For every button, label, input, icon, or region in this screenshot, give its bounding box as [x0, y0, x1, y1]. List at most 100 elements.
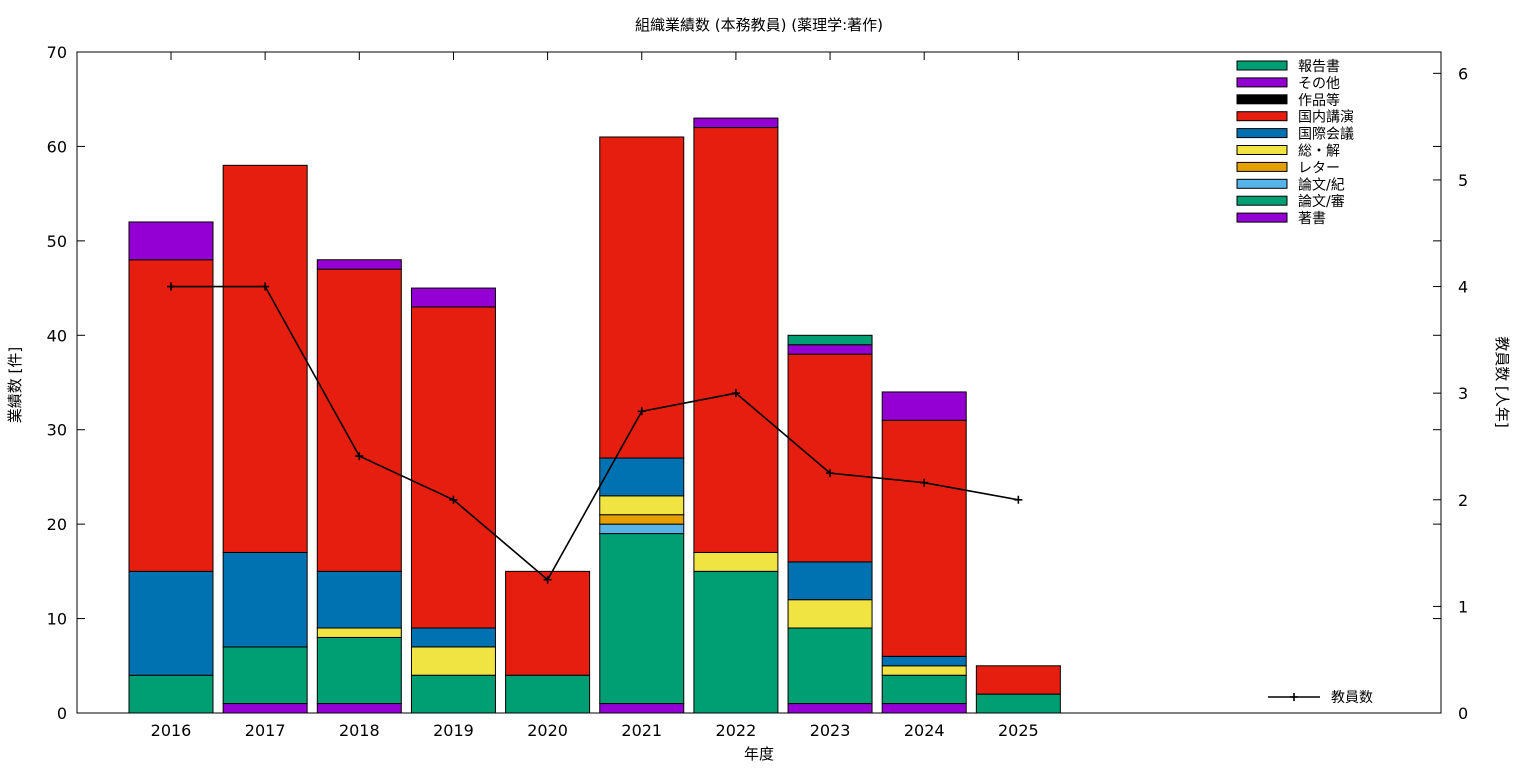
legend-label: 国際会議 — [1298, 126, 1354, 143]
legend-label: その他 — [1298, 76, 1340, 92]
y-tick-label: 50 — [47, 232, 67, 251]
y-tick-label: 60 — [47, 137, 67, 156]
legend-label: 論文/審 — [1298, 194, 1345, 210]
bar-segment-2019-6 — [410, 306, 496, 629]
legend-swatch — [1236, 111, 1288, 122]
x-tick-label: 2024 — [904, 721, 945, 740]
bar-segment-2023-8 — [787, 344, 873, 355]
bar-segment-2022-1 — [693, 570, 779, 714]
legend-label: 報告書 — [1298, 59, 1340, 75]
legend-swatch — [1236, 60, 1288, 71]
y2-axis-title: 教員数 [人年] — [1493, 336, 1511, 427]
legend-label: レター — [1298, 160, 1340, 176]
legend-swatch — [1236, 212, 1288, 223]
y2-tick-label: 4 — [1458, 278, 1468, 297]
bar-segment-2018-8 — [316, 259, 402, 270]
y2-tick-label: 6 — [1458, 64, 1468, 83]
y-tick-label: 0 — [57, 704, 67, 723]
bar-segment-2023-1 — [787, 627, 873, 705]
y2-tick-label: 1 — [1458, 597, 1468, 616]
bar-segment-2024-6 — [881, 419, 967, 657]
x-tick-label: 2020 — [527, 721, 568, 740]
bar-segment-2016-5 — [128, 570, 214, 676]
bar-segment-2019-8 — [410, 287, 496, 308]
bar-segment-2018-0 — [316, 703, 402, 714]
bar-segment-2024-1 — [881, 674, 967, 705]
line-point-marker — [355, 452, 364, 461]
bar-segment-2019-4 — [410, 646, 496, 676]
bar-segment-2020-6 — [505, 570, 591, 676]
bar-segment-2018-5 — [316, 570, 402, 629]
bar-segment-2021-5 — [599, 457, 685, 497]
bar-segment-2017-6 — [222, 164, 308, 553]
line-point-marker — [731, 389, 740, 398]
line-point-marker — [637, 407, 646, 416]
bar-segment-2022-4 — [693, 551, 779, 572]
y-axis-title: 業績数 [件] — [6, 347, 24, 423]
x-tick-label: 2019 — [433, 721, 474, 740]
x-tick-label: 2016 — [151, 721, 192, 740]
legend-label: 著書 — [1298, 211, 1326, 227]
y2-tick-label: 2 — [1458, 491, 1468, 510]
bar-segment-2017-1 — [222, 646, 308, 705]
legend-line-marker — [1290, 693, 1298, 701]
bar-segment-2021-6 — [599, 136, 685, 459]
bar-segment-2023-4 — [787, 599, 873, 629]
line-point-marker — [167, 282, 175, 291]
legend-swatch — [1236, 195, 1288, 206]
bar-segment-2025-1 — [975, 693, 1061, 714]
bar-segment-2019-1 — [410, 674, 496, 714]
legend-swatch — [1236, 161, 1288, 172]
x-tick-label: 2018 — [339, 721, 380, 740]
bar-segment-2018-4 — [316, 627, 402, 638]
bar-segment-2024-0 — [881, 703, 967, 714]
x-axis-title: 年度 — [744, 745, 774, 763]
x-tick-label: 2017 — [245, 721, 286, 740]
y-tick-label: 30 — [47, 421, 67, 440]
x-tick-label: 2023 — [810, 721, 851, 740]
line-point-marker — [543, 575, 552, 584]
bar-segment-2017-5 — [222, 551, 308, 648]
bar-segment-2023-9 — [787, 334, 873, 346]
legend-swatch — [1236, 128, 1288, 139]
bar-segment-2023-5 — [787, 561, 873, 601]
plot-layer: 0 10 20 30 40 50 60 70 0 1 2 3 4 5 6 2016 2017 2018 2019 20… — [47, 43, 1469, 740]
y-tick-label: 10 — [47, 610, 67, 629]
y2-tick-label: 0 — [1458, 704, 1468, 723]
legend-label: 総・解 — [1298, 144, 1340, 160]
bar-segment-2016-1 — [128, 674, 214, 714]
bar-segment-2020-1 — [505, 674, 591, 714]
bar-segment-2024-4 — [881, 665, 967, 676]
line-point-marker — [826, 469, 835, 478]
bar-segment-2021-0 — [599, 703, 685, 714]
bar-segment-2024-8 — [881, 391, 967, 421]
bar-segment-2022-8 — [693, 117, 779, 129]
chart-title: 組織業績数 (本務教員) (薬理学:著作) — [635, 16, 883, 34]
y-tick-label: 70 — [47, 43, 67, 62]
bar-segment-2021-1 — [599, 533, 685, 705]
line-point-marker — [920, 478, 929, 487]
y2-tick-label: 5 — [1458, 171, 1468, 190]
bar-segment-2021-2 — [599, 523, 685, 535]
legend-swatch — [1236, 77, 1288, 88]
legend-swatch — [1236, 145, 1288, 155]
bar-segment-2018-6 — [316, 268, 402, 572]
bar-segment-2019-5 — [410, 627, 496, 648]
x-tick-label: 2022 — [716, 721, 757, 740]
bar-segment-2017-0 — [222, 703, 308, 714]
legend-swatch — [1236, 178, 1288, 189]
bar-segment-2021-4 — [599, 495, 685, 516]
line-point-marker — [261, 282, 270, 291]
bar-segment-2021-3 — [599, 514, 685, 525]
legend-label-line: 教員数 — [1331, 690, 1373, 706]
legend-label: 論文/紀 — [1298, 177, 1345, 193]
bar-segment-2023-0 — [787, 703, 873, 714]
x-tick-label: 2021 — [621, 721, 662, 740]
bar-segment-2025-6 — [975, 665, 1061, 695]
bar-segment-2016-8 — [128, 221, 214, 261]
bar-segment-2016-6 — [128, 259, 214, 572]
legend-label: 国内講演 — [1298, 110, 1354, 126]
line-series-faculty — [171, 285, 1019, 581]
legend-swatch — [1236, 94, 1288, 105]
